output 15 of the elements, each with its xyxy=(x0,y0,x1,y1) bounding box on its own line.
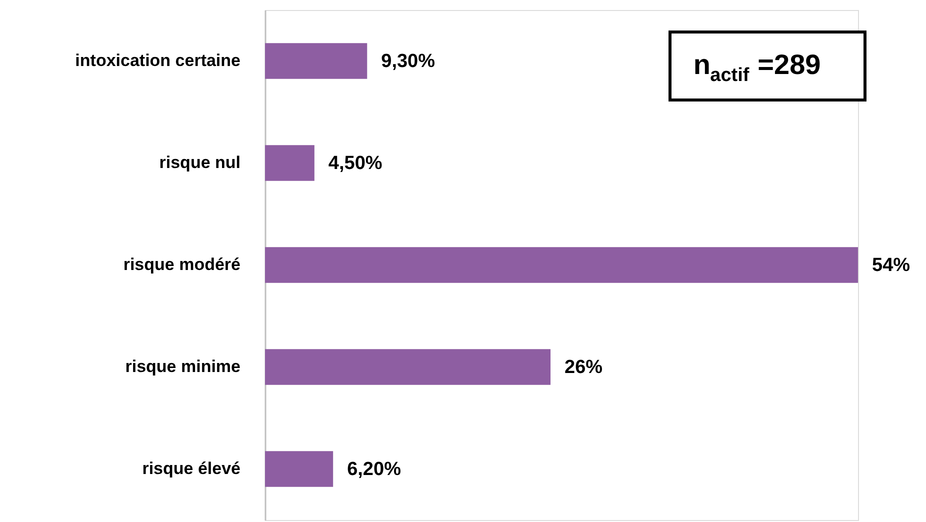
data-label: 6,20% xyxy=(347,459,402,480)
data-label: 4,50% xyxy=(328,153,382,174)
bar xyxy=(265,145,314,181)
y-tick-label: risque élevé xyxy=(142,459,240,478)
y-tick-label: risque minime xyxy=(125,357,240,376)
y-tick-label: risque nul xyxy=(159,153,240,172)
y-tick-label: risque modéré xyxy=(123,255,240,274)
data-label: 9,30% xyxy=(381,51,436,72)
bar xyxy=(265,349,551,385)
bar xyxy=(265,43,368,79)
data-label: 54% xyxy=(872,255,910,276)
y-tick-label: intoxication certaine xyxy=(75,51,240,70)
data-label: 26% xyxy=(564,357,603,378)
bar xyxy=(265,247,858,283)
bar xyxy=(265,451,334,487)
